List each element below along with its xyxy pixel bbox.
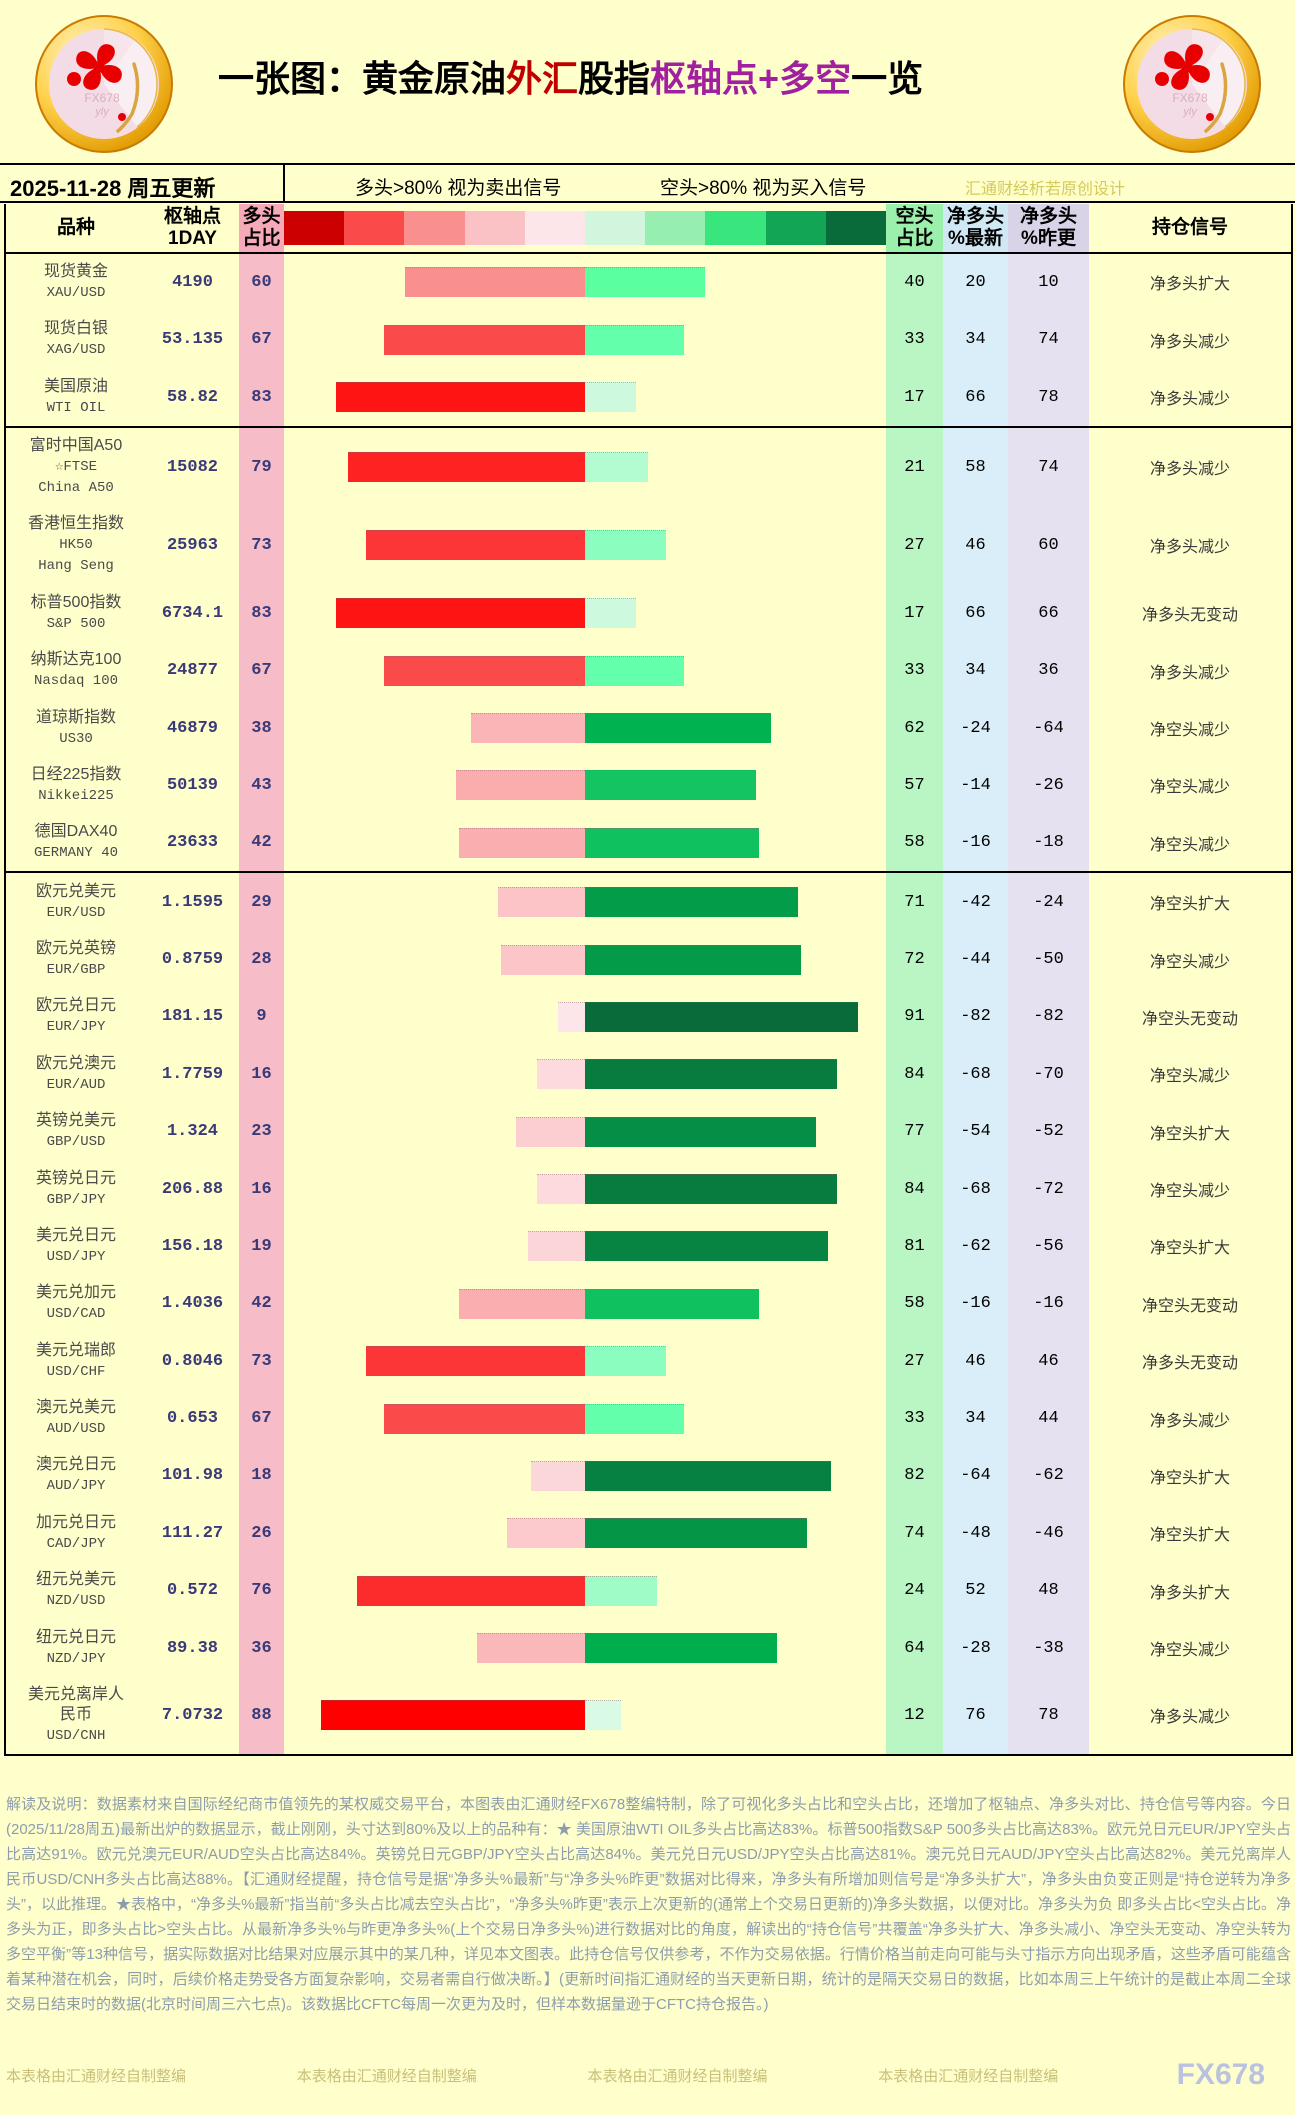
svg-text:FX678: FX678 [84, 91, 120, 105]
svg-text:yly: yly [1182, 106, 1198, 118]
svg-text:FX678: FX678 [1172, 91, 1208, 105]
svg-text:yly: yly [94, 106, 110, 118]
